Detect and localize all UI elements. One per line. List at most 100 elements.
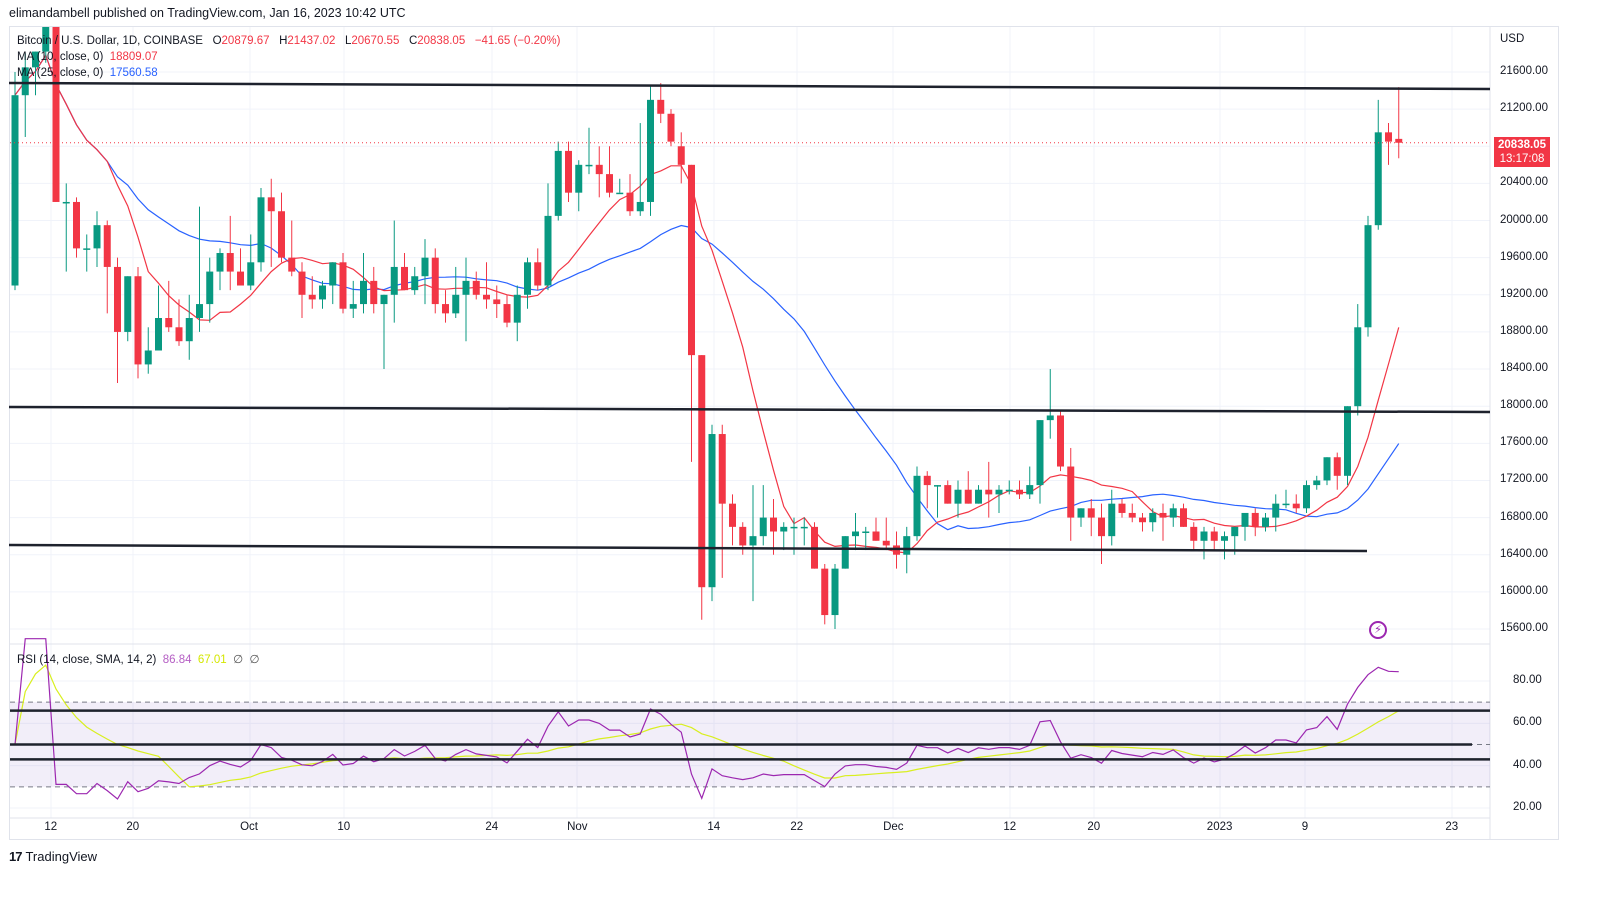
candle-body xyxy=(759,517,767,537)
candle-body xyxy=(360,280,367,305)
last-price: 20838.05 xyxy=(1498,139,1546,151)
candle-body xyxy=(442,304,449,314)
ma10-line xyxy=(14,53,1400,554)
time-tick: 12 xyxy=(1003,821,1017,833)
candle-body xyxy=(319,285,326,300)
candle-body xyxy=(32,51,39,68)
footer-brand[interactable]: 17 TradingView xyxy=(9,849,97,864)
time-tick: 10 xyxy=(337,821,351,833)
candle-body xyxy=(882,540,890,546)
candle-body xyxy=(749,536,757,546)
candle-body xyxy=(298,271,306,295)
candle-body xyxy=(1364,225,1372,328)
candle-body xyxy=(1374,132,1382,226)
candle-body xyxy=(688,164,695,356)
time-tick: 20 xyxy=(1087,821,1101,833)
candle-body xyxy=(1016,489,1023,495)
candle-body xyxy=(606,174,613,193)
candle-body xyxy=(585,164,593,167)
rsi-value: 86.84 xyxy=(162,654,192,666)
candle-body xyxy=(380,294,388,305)
candle-body xyxy=(42,27,50,52)
legend-ma25-row[interactable]: MA (25, close, 0) 17560.58 xyxy=(17,67,158,79)
candle-body xyxy=(1169,508,1177,518)
candle-body xyxy=(1395,138,1403,143)
candle-body xyxy=(524,262,531,295)
candle-body xyxy=(565,150,572,193)
candle-body xyxy=(934,485,941,487)
candle-body xyxy=(52,27,60,202)
price-tick: 20000.00 xyxy=(1500,213,1548,226)
candle-body xyxy=(493,299,501,305)
rsi-tick: 60.00 xyxy=(1513,716,1542,729)
price-tick: 21200.00 xyxy=(1500,102,1548,115)
candle-body xyxy=(872,531,880,541)
candle-body xyxy=(1180,508,1187,527)
candle-body xyxy=(985,489,993,495)
candle-body xyxy=(554,150,562,216)
time-tick: 23 xyxy=(1445,821,1459,833)
candle-body xyxy=(278,211,285,258)
candle-body xyxy=(1272,503,1280,518)
candle-body xyxy=(73,201,80,249)
candle-body xyxy=(841,536,849,569)
candle-body xyxy=(698,355,706,588)
time-tick: 24 xyxy=(485,821,499,833)
time-tick: Nov xyxy=(567,821,588,833)
candle-body xyxy=(308,294,316,300)
candle-body xyxy=(677,146,685,165)
rsi-tick: 80.00 xyxy=(1513,674,1542,686)
legend-rsi-row[interactable]: RSI (14, close, SMA, 14, 2) 86.84 67.01 … xyxy=(17,654,260,666)
candle-body xyxy=(1077,508,1085,518)
grid-lines xyxy=(9,27,1491,840)
candle-body xyxy=(1262,517,1269,527)
candle-body xyxy=(483,294,490,300)
candle-body xyxy=(206,271,214,305)
candle-body xyxy=(1354,327,1362,407)
currency-label: USD xyxy=(1500,33,1525,45)
candle-body xyxy=(216,253,224,272)
candle-body xyxy=(667,113,675,142)
time-tick: 9 xyxy=(1301,821,1309,833)
open-value: 20879.67 xyxy=(221,35,270,47)
candle-body xyxy=(11,95,19,286)
price-tick: 17600.00 xyxy=(1500,436,1548,449)
rsi-lines xyxy=(14,638,1400,800)
legend-ma10-row[interactable]: MA (10, close, 0) 18809.07 xyxy=(17,51,158,63)
time-tick: 2023 xyxy=(1206,821,1233,833)
candle-body xyxy=(862,531,870,534)
candle-body xyxy=(995,489,1003,495)
candle-body xyxy=(93,225,101,249)
candle-body xyxy=(134,276,142,365)
resistance-line xyxy=(8,81,1491,91)
price-tick: 20400.00 xyxy=(1500,176,1548,189)
candle-body xyxy=(616,192,624,195)
candle-body xyxy=(1067,466,1075,518)
candle-body xyxy=(175,327,183,342)
candle-body xyxy=(165,317,173,328)
candle-body xyxy=(390,266,398,295)
ma25-value: 17560.58 xyxy=(109,67,158,79)
rsi-tick: 20.00 xyxy=(1513,801,1542,814)
price-tick: 18000.00 xyxy=(1500,399,1548,412)
price-tick: 15600.00 xyxy=(1500,621,1548,634)
candle-body xyxy=(595,164,603,175)
candle-body xyxy=(1149,512,1157,523)
time-tick: 12 xyxy=(44,821,58,833)
candle-body xyxy=(339,262,347,309)
candle-body xyxy=(913,475,921,537)
low-value: 20670.55 xyxy=(351,35,400,47)
candles xyxy=(11,27,1403,629)
candle-body xyxy=(247,262,255,286)
candle-body xyxy=(1210,531,1218,541)
candle-body xyxy=(411,276,419,291)
chart-frame xyxy=(9,26,1559,840)
candle-body xyxy=(1128,512,1136,518)
candle-body xyxy=(288,257,296,272)
candle-body xyxy=(1333,457,1341,476)
candle-body xyxy=(472,280,480,295)
lightning-icon[interactable]: ⚡︎ xyxy=(1369,621,1387,639)
candle-body xyxy=(1344,406,1351,476)
candle-body xyxy=(1282,503,1290,506)
